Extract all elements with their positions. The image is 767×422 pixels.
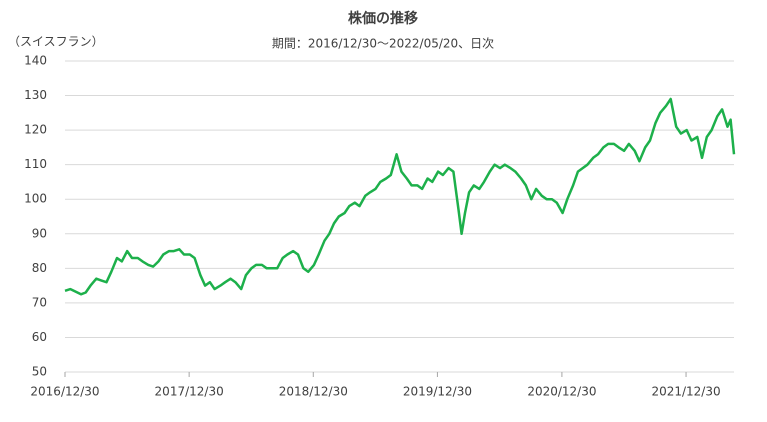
y-tick-label: 130 bbox=[24, 88, 47, 102]
x-tick-label: 2021/12/30 bbox=[651, 385, 720, 399]
y-tick-label: 120 bbox=[24, 123, 47, 137]
y-tick-label: 140 bbox=[24, 54, 47, 68]
x-tick-label: 2017/12/30 bbox=[155, 385, 224, 399]
x-tick-label: 2016/12/30 bbox=[30, 385, 99, 399]
chart-title: 株価の推移 bbox=[348, 10, 418, 27]
price-line bbox=[64, 97, 736, 296]
chart-subtitle: 期間：2016/12/30～2022/05/20、日次 bbox=[272, 37, 494, 51]
y-tick-label: 110 bbox=[24, 157, 47, 171]
x-tick-label: 2019/12/30 bbox=[403, 385, 472, 399]
y-tick-label: 80 bbox=[32, 261, 47, 275]
y-tick-label: 50 bbox=[32, 365, 47, 379]
x-tick-label: 2018/12/30 bbox=[279, 385, 348, 399]
y-tick-label: 100 bbox=[24, 192, 47, 206]
y-tick-label: 60 bbox=[32, 330, 47, 344]
y-tick-label: 90 bbox=[32, 226, 47, 240]
x-tick-label: 2020/12/30 bbox=[527, 385, 596, 399]
y-tick-label: 70 bbox=[32, 295, 47, 309]
y-axis-label: （スイスフラン） bbox=[8, 35, 104, 49]
